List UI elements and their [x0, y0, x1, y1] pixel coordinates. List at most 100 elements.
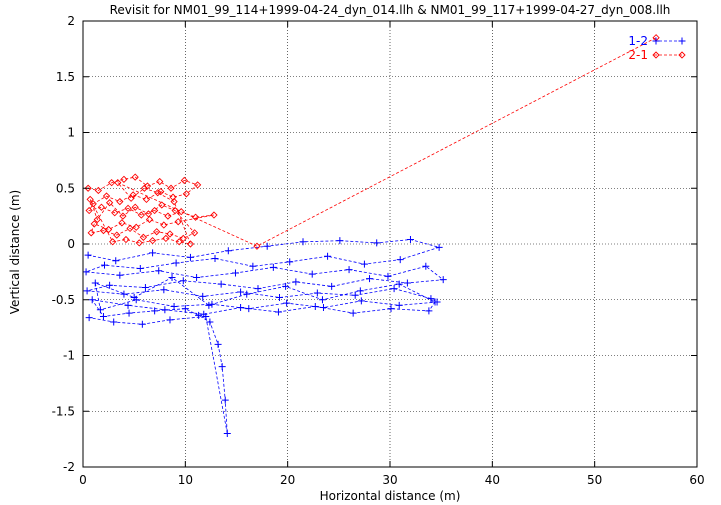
- data-point: [83, 287, 91, 295]
- data-point: [90, 220, 98, 228]
- legend: 1-22-1: [628, 34, 686, 62]
- data-point: [88, 296, 96, 304]
- data-point: [349, 309, 357, 317]
- data-point: [199, 292, 207, 300]
- data-point: [328, 282, 336, 290]
- data-point: [141, 283, 149, 291]
- data-point: [425, 307, 433, 315]
- data-point: [126, 224, 134, 233]
- y-tick-label: 1: [67, 126, 75, 140]
- series-2-1: [84, 34, 660, 250]
- data-point: [249, 262, 257, 270]
- data-point: [357, 297, 365, 305]
- data-point: [311, 302, 319, 310]
- legend-label: 1-2: [628, 34, 648, 48]
- data-point: [237, 288, 245, 296]
- data-point: [221, 396, 229, 404]
- data-point: [166, 230, 174, 238]
- data-point: [269, 263, 277, 271]
- data-point: [168, 273, 176, 281]
- data-point: [206, 318, 214, 326]
- data-point: [137, 211, 145, 219]
- data-point: [85, 206, 93, 215]
- data-point: [116, 197, 124, 206]
- data-point: [211, 254, 219, 262]
- data-point: [131, 173, 139, 181]
- x-tick-label: 30: [382, 473, 397, 487]
- data-point: [195, 311, 203, 319]
- data-point: [120, 290, 128, 298]
- x-tick-label: 10: [178, 473, 193, 487]
- data-point: [313, 289, 321, 297]
- data-point: [435, 243, 443, 251]
- data-point: [202, 312, 210, 320]
- data-point: [324, 252, 332, 260]
- legend-marker: [652, 51, 660, 59]
- data-point: [318, 296, 326, 304]
- data-point: [110, 318, 118, 326]
- data-point: [144, 210, 153, 218]
- data-point: [161, 306, 169, 314]
- legend-marker: [678, 37, 686, 45]
- data-point: [164, 212, 172, 220]
- plot-series: [82, 34, 660, 438]
- data-point: [395, 301, 403, 309]
- data-point: [292, 278, 300, 286]
- data-point: [299, 238, 307, 246]
- data-point: [390, 285, 398, 293]
- data-point: [170, 197, 178, 206]
- data-point: [104, 225, 113, 234]
- data-point: [140, 184, 149, 192]
- data-point: [179, 277, 187, 285]
- data-point: [160, 221, 168, 229]
- y-tick-label: -1.5: [52, 404, 75, 418]
- y-tick-label: -2: [63, 460, 75, 474]
- data-point: [319, 304, 327, 312]
- y-tick-label: 0.5: [56, 181, 75, 195]
- x-tick-label: 0: [79, 473, 87, 487]
- data-point: [286, 258, 294, 266]
- series-1-2: [82, 236, 447, 438]
- data-point: [283, 299, 291, 307]
- data-point: [243, 290, 251, 298]
- x-tick-label: 60: [689, 473, 704, 487]
- chart-title: Revisit for NM01_99_114+1999-04-24_dyn_0…: [110, 3, 671, 17]
- data-point: [94, 186, 102, 195]
- x-axis-label: Horizontal distance (m): [320, 489, 461, 503]
- data-point: [254, 285, 262, 293]
- data-point: [182, 190, 190, 198]
- data-point: [356, 287, 364, 295]
- legend-marker: [652, 37, 660, 45]
- data-point: [154, 189, 162, 197]
- data-point: [116, 271, 124, 279]
- data-point: [275, 294, 283, 302]
- data-point: [100, 261, 108, 269]
- data-point: [186, 253, 194, 261]
- data-point: [125, 309, 133, 317]
- data-point: [150, 206, 159, 215]
- data-point: [124, 204, 132, 212]
- data-point: [193, 273, 201, 281]
- data-point: [136, 265, 144, 273]
- x-tick-label: 20: [280, 473, 295, 487]
- data-point: [214, 340, 222, 348]
- data-point: [113, 231, 121, 239]
- data-point: [223, 430, 231, 438]
- data-point: [217, 280, 225, 288]
- x-tick-label: 50: [587, 473, 602, 487]
- legend-entry-2-1: 2-1: [628, 48, 686, 62]
- data-point: [373, 239, 381, 247]
- data-point: [245, 305, 253, 313]
- data-point: [84, 184, 92, 192]
- data-point: [87, 229, 95, 237]
- data-point: [108, 179, 116, 187]
- data-point: [186, 240, 195, 248]
- data-point: [179, 234, 187, 243]
- data-point: [96, 306, 104, 314]
- y-tick-label: -1: [63, 349, 75, 363]
- plot-axes: 0 10 20 30 40 50 60 -2 -1.5 -1 -0.5 0 0.5 1 1.5 2: [52, 14, 705, 487]
- data-point: [86, 195, 94, 204]
- data-point: [109, 238, 117, 246]
- legend-marker: [678, 51, 686, 59]
